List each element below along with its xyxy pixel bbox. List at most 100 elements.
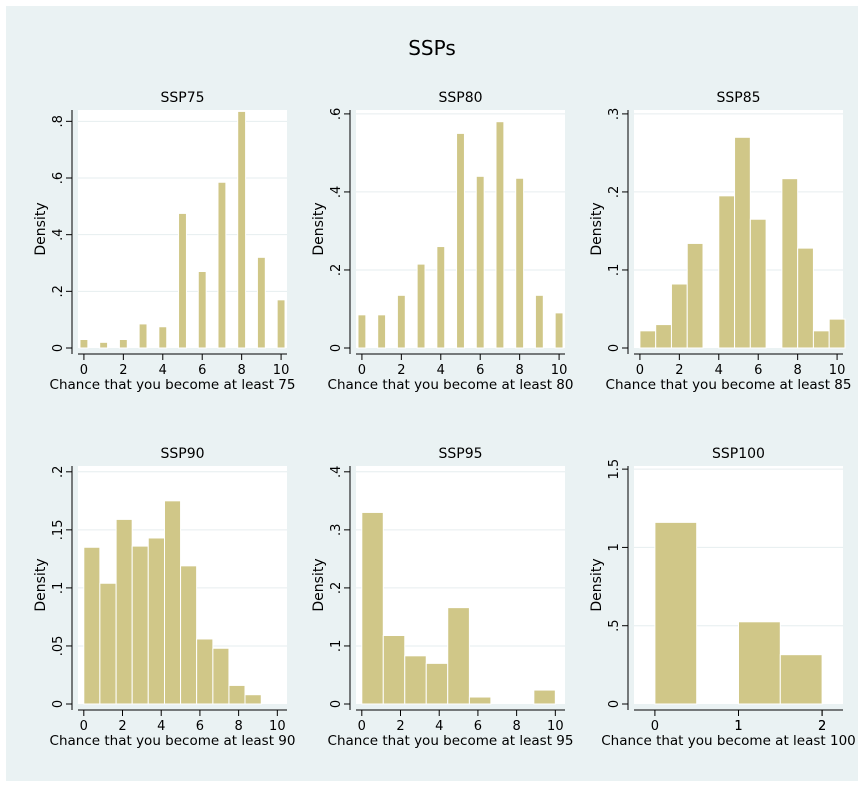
y-tick-label: .2 bbox=[607, 186, 622, 198]
histogram-bar bbox=[495, 121, 505, 349]
x-axis-label: Chance that you become at least 85 bbox=[606, 377, 852, 393]
histogram-bar bbox=[425, 662, 449, 705]
histogram-panel-ssp75: 0 .2 .4 .6 .8 0 2 4 6 8 10 SSP75 Chance that you bec… bbox=[33, 90, 295, 393]
histogram-bar bbox=[515, 177, 525, 349]
histogram-bar bbox=[147, 537, 166, 705]
x-tick-label: 6 bbox=[754, 363, 762, 378]
panel-title: SSP75 bbox=[160, 90, 204, 106]
x-tick-label: 8 bbox=[234, 719, 242, 734]
histogram-bar bbox=[797, 247, 814, 349]
x-tick-label: 1 bbox=[734, 719, 742, 734]
x-tick-label: 4 bbox=[159, 363, 167, 378]
x-tick-label: 8 bbox=[238, 363, 246, 378]
histogram-bar bbox=[228, 684, 246, 705]
histogram-bar bbox=[79, 339, 89, 349]
y-tick-label: .2 bbox=[51, 285, 66, 297]
histogram-bar bbox=[377, 314, 387, 349]
y-tick-label: .4 bbox=[329, 186, 344, 198]
histogram-bar bbox=[686, 242, 704, 349]
histogram-bar bbox=[456, 132, 465, 349]
y-tick-label: 0 bbox=[51, 344, 66, 352]
histogram-bar bbox=[99, 582, 117, 705]
y-tick-label: .3 bbox=[329, 524, 344, 536]
histogram-bar bbox=[180, 565, 198, 705]
x-axis-label: Chance that you become at least 75 bbox=[50, 377, 296, 393]
x-tick-label: 0 bbox=[80, 363, 88, 378]
x-tick-label: 10 bbox=[547, 719, 564, 734]
histogram-bar bbox=[217, 181, 227, 349]
y-tick-label: .1 bbox=[607, 264, 622, 276]
histogram-bar bbox=[655, 324, 672, 349]
x-tick-label: 8 bbox=[794, 363, 802, 378]
histogram-bar bbox=[404, 655, 427, 705]
histogram-bar bbox=[554, 312, 564, 349]
y-axis-label: Density bbox=[589, 202, 605, 255]
histogram-bar bbox=[396, 294, 406, 349]
x-tick-label: 6 bbox=[198, 363, 206, 378]
x-axis-label: Chance that you become at least 100 bbox=[601, 733, 856, 749]
histogram-bar bbox=[178, 212, 187, 349]
x-axis-label: Chance that you become at least 90 bbox=[50, 733, 296, 749]
x-tick-label: 6 bbox=[196, 719, 204, 734]
histogram-bar bbox=[416, 263, 426, 349]
histogram-bar bbox=[828, 318, 846, 349]
y-axis-label: Density bbox=[33, 558, 49, 611]
y-axis-label: Density bbox=[33, 202, 49, 255]
y-tick-label: 1 bbox=[607, 543, 622, 551]
histogram-bar bbox=[639, 330, 657, 349]
x-tick-label: 10 bbox=[551, 363, 568, 378]
y-tick-label: .4 bbox=[329, 466, 344, 478]
histogram-bar bbox=[670, 283, 688, 349]
histogram-bar bbox=[237, 110, 247, 349]
y-tick-label: .1 bbox=[51, 582, 66, 594]
histogram-bar bbox=[749, 218, 767, 349]
y-axis-label: Density bbox=[311, 202, 327, 255]
x-tick-label: 0 bbox=[358, 363, 366, 378]
x-tick-label: 2 bbox=[396, 719, 404, 734]
x-tick-label: 2 bbox=[818, 719, 826, 734]
y-tick-label: .05 bbox=[51, 636, 66, 657]
panel-title: SSP85 bbox=[716, 90, 760, 106]
x-tick-label: 6 bbox=[476, 363, 484, 378]
x-tick-label: 6 bbox=[474, 719, 482, 734]
y-tick-label: 0 bbox=[329, 700, 344, 708]
y-tick-label: .15 bbox=[51, 520, 66, 541]
histogram-bar bbox=[468, 696, 492, 705]
histogram-bar bbox=[115, 518, 133, 705]
histogram-bar bbox=[212, 647, 230, 705]
histogram-panel-ssp80: 0 .2 .4 .6 0 2 4 6 8 10 SSP80 Chance that you becom… bbox=[311, 90, 573, 393]
histogram-panel-ssp90: 0 .05 .1 .15 .2 0 2 4 6 8 10 SSP90 Chance that you b… bbox=[33, 446, 295, 749]
x-tick-label: 2 bbox=[119, 363, 127, 378]
histogram-bar bbox=[812, 330, 830, 349]
histogram-bar bbox=[83, 546, 101, 705]
y-tick-label: 0 bbox=[51, 700, 66, 708]
panel-title: SSP90 bbox=[160, 446, 204, 462]
histogram-bar bbox=[781, 178, 799, 349]
histogram-bar bbox=[534, 294, 544, 349]
y-tick-label: 0 bbox=[329, 344, 344, 352]
histogram-bar bbox=[158, 326, 168, 349]
y-tick-label: 0 bbox=[607, 344, 622, 352]
histogram-bar bbox=[197, 271, 207, 349]
x-tick-label: 8 bbox=[512, 719, 520, 734]
x-axis-label: Chance that you become at least 80 bbox=[328, 377, 574, 393]
histogram-bar bbox=[436, 246, 446, 349]
histogram-bar bbox=[738, 621, 781, 705]
histogram-bar bbox=[256, 256, 266, 349]
y-tick-label: .5 bbox=[607, 620, 622, 632]
x-tick-label: 2 bbox=[818, 719, 826, 734]
y-tick-label: .2 bbox=[51, 466, 66, 478]
y-tick-label: .1 bbox=[329, 640, 344, 652]
histogram-bar bbox=[475, 175, 485, 349]
x-tick-label: 2 bbox=[118, 719, 126, 734]
x-tick-label: 0 bbox=[358, 719, 366, 734]
x-axis-label: Chance that you become at least 95 bbox=[328, 733, 574, 749]
panel-title: SSP100 bbox=[712, 446, 765, 462]
y-tick-label: .8 bbox=[51, 115, 66, 127]
histogram-bar bbox=[361, 511, 384, 705]
figure-title: SSPs bbox=[408, 36, 456, 60]
histogram-bar bbox=[118, 339, 128, 349]
y-axis-label: Density bbox=[589, 558, 605, 611]
